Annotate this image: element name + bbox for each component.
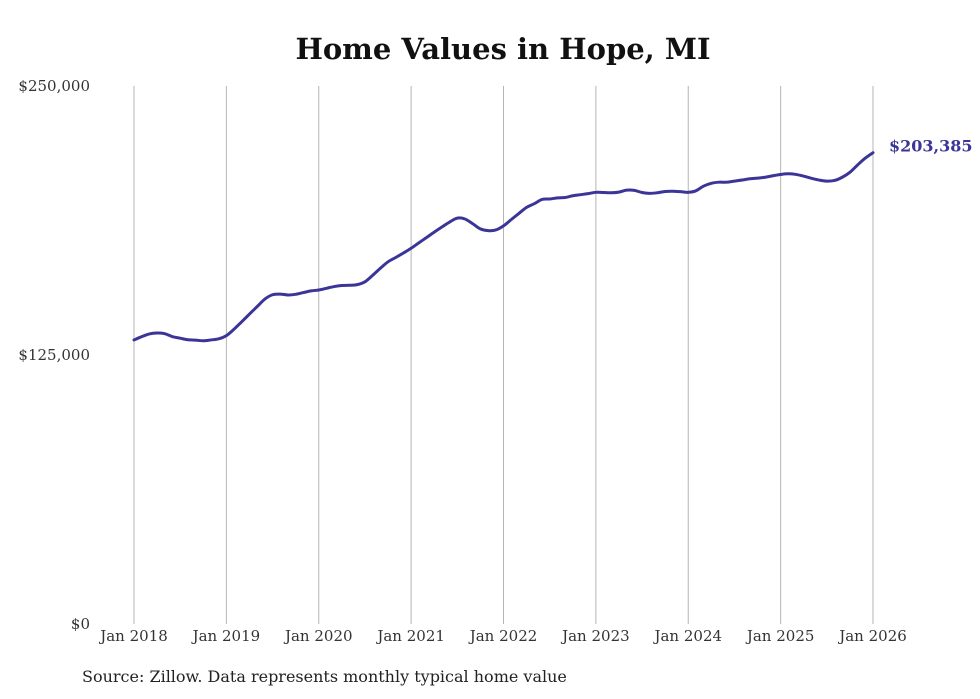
x-tick-label: Jan 2018 (98, 627, 168, 645)
x-tick-label: Jan 2024 (652, 627, 722, 645)
series-line (132, 151, 875, 343)
x-tick-label: Jan 2020 (283, 627, 353, 645)
x-tick-label: Jan 2022 (468, 627, 538, 645)
y-tick-label: $0 (71, 615, 90, 633)
x-tick-label: Jan 2025 (745, 627, 815, 645)
chart-title: Home Values in Hope, MI (295, 32, 710, 66)
x-tick-label: Jan 2021 (375, 627, 445, 645)
x-tick-label: Jan 2019 (191, 627, 261, 645)
end-value-label: $203,385 (889, 137, 973, 156)
y-axis-ticks: $0 $125,000 $250,000 (18, 77, 90, 633)
series-group: $203,385 (132, 137, 973, 343)
x-tick-label: Jan 2026 (837, 627, 907, 645)
y-tick-label: $250,000 (18, 77, 90, 95)
source-note: Source: Zillow. Data represents monthly … (82, 667, 567, 686)
x-tick-label: Jan 2023 (560, 627, 630, 645)
x-axis-ticks: Jan 2018 Jan 2019 Jan 2020 Jan 2021 Jan 2022… (98, 627, 907, 645)
vertical-gridlines (133, 86, 874, 624)
y-tick-label: $125,000 (18, 346, 90, 364)
